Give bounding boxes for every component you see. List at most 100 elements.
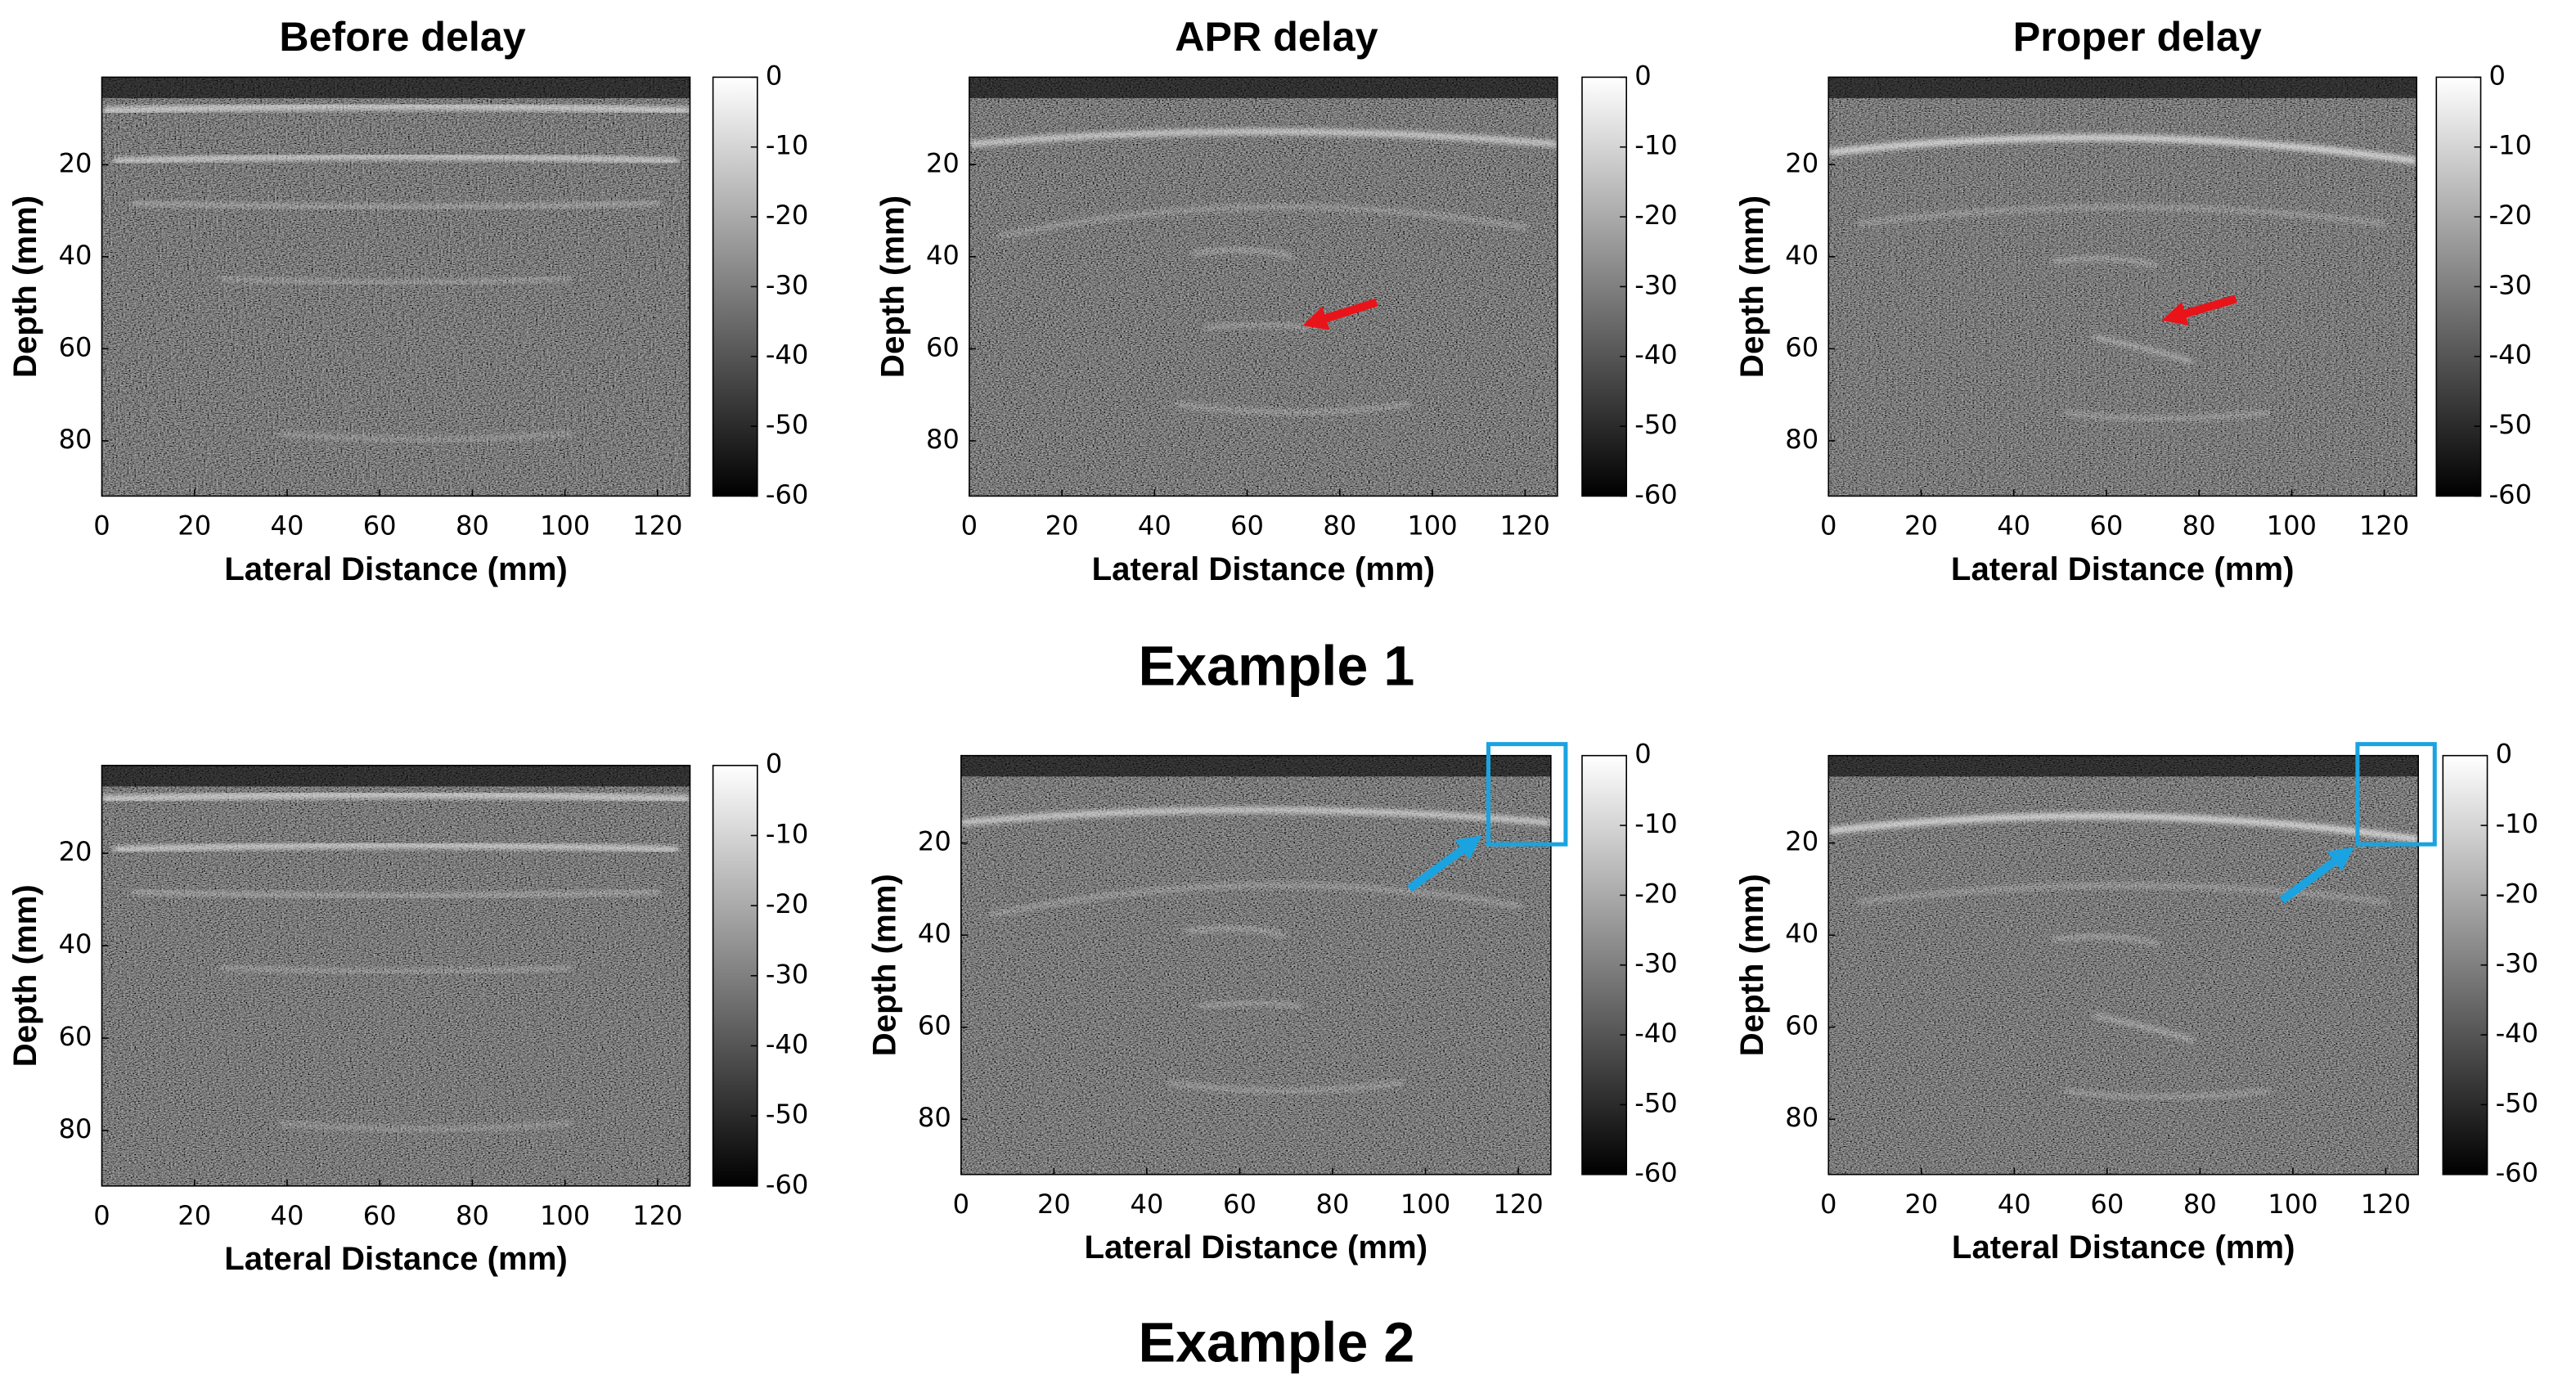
row-title: Example 2 <box>1139 1312 1415 1374</box>
colorbar-tick-label: -50 <box>2496 1087 2538 1118</box>
tissue-echo <box>990 883 1522 917</box>
panel: 0 20 40 60 80 100 120 20 40 60 80 Lateral Distance … <box>1733 60 2532 587</box>
colorbar-tick-label: -50 <box>1634 1087 1677 1118</box>
colorbar-tick-label: -20 <box>766 888 808 919</box>
x-tick-label: 80 <box>456 1200 489 1231</box>
colorbar-tick-label: -50 <box>1634 409 1677 440</box>
tissue-echo <box>1196 1000 1304 1009</box>
annotations <box>1302 294 2437 904</box>
x-tick-label: 60 <box>363 1200 397 1231</box>
x-tick-label: 80 <box>1323 510 1356 542</box>
column-title: Before delay <box>279 14 525 60</box>
x-tick-label: 120 <box>1500 510 1550 542</box>
tissue-echo <box>2064 1089 2272 1099</box>
x-tick-label: 0 <box>1820 1189 1836 1220</box>
colorbar-tick-label: 0 <box>1634 739 1651 770</box>
x-tick-label: 60 <box>1230 510 1264 542</box>
colorbar <box>712 764 758 1187</box>
colorbar-tick-label: -30 <box>2496 948 2538 979</box>
y-tick-label: 60 <box>59 331 92 362</box>
colorbar-tick-label: -40 <box>2496 1018 2538 1049</box>
x-axis-label: Lateral Distance (mm) <box>1092 551 1436 587</box>
x-tick-label: 40 <box>271 510 304 542</box>
ultrasound-image <box>960 755 1551 1175</box>
colorbar-tick-label: -40 <box>2489 339 2532 371</box>
x-tick-label: 40 <box>1998 1189 2031 1220</box>
x-tick-label: 60 <box>363 510 397 542</box>
column-title: Proper delay <box>2013 14 2262 60</box>
y-tick-label: 60 <box>1785 331 1818 362</box>
arrow <box>2279 847 2354 904</box>
ultrasound-image <box>1828 77 2417 497</box>
y-tick-label: 20 <box>59 836 92 867</box>
y-axis-label: Depth (mm) <box>874 196 911 378</box>
colorbar-tick-label: -10 <box>766 818 808 849</box>
x-tick-label: 100 <box>2267 510 2317 542</box>
tissue-echo <box>1175 402 1411 415</box>
tissue-echo <box>1857 205 2388 226</box>
y-tick-label: 80 <box>1785 1102 1818 1133</box>
colorbar-tick-label: -30 <box>2489 269 2532 300</box>
colorbar-tick-label: -10 <box>1634 808 1677 839</box>
colorbar-tick-label: -30 <box>1634 948 1677 979</box>
image-frame <box>101 76 691 497</box>
x-tick-label: 40 <box>1130 1189 1163 1220</box>
colorbar-tick-label: 0 <box>2496 739 2512 770</box>
x-tick-label: 100 <box>1407 510 1457 542</box>
x-tick-label: 80 <box>2183 1189 2217 1220</box>
tissue-echo <box>219 276 573 285</box>
arrow <box>2161 294 2237 326</box>
highlight-box <box>2355 742 2437 847</box>
x-tick-label: 0 <box>93 1200 110 1231</box>
image-frame <box>969 76 1558 497</box>
tissue-echo <box>1192 248 1293 259</box>
x-tick-label: 0 <box>953 1189 969 1220</box>
near-field <box>969 77 1558 98</box>
image-frame <box>101 764 691 1187</box>
panels: 0 20 40 60 80 100 120 20 40 60 80 Lateral Distance … <box>7 60 2538 1277</box>
colorbar-tick-label: -20 <box>1634 878 1677 909</box>
x-axis-label: Lateral Distance (mm) <box>1952 1229 2295 1265</box>
tissue-echo <box>219 965 573 973</box>
ultrasound-image <box>1828 755 2419 1175</box>
colorbar-tick-label: -40 <box>766 339 808 371</box>
tissue-echo <box>113 843 679 852</box>
tissue-echo <box>1167 1081 1404 1093</box>
y-tick-label: 80 <box>1785 424 1818 455</box>
tissue-echo <box>131 889 661 898</box>
colorbar-tick-label: -50 <box>766 1099 808 1130</box>
tissue-echo <box>1828 134 2417 164</box>
tissue-echo <box>998 205 1529 238</box>
tissue-echo <box>960 807 1551 825</box>
near-field <box>960 755 1551 777</box>
x-tick-label: 20 <box>178 1200 211 1231</box>
x-tick-label: 40 <box>271 1200 304 1231</box>
y-tick-label: 60 <box>926 331 960 362</box>
y-tick-label: 80 <box>59 424 92 455</box>
y-tick-label: 60 <box>1785 1010 1818 1041</box>
x-tick-label: 80 <box>1316 1189 1350 1220</box>
colorbar-tick-label: -60 <box>2489 479 2532 510</box>
colorbar-tick-label: -30 <box>766 959 808 990</box>
tissue-echo <box>1858 883 2389 904</box>
colorbar <box>2435 76 2482 497</box>
x-tick-label: 100 <box>2268 1189 2318 1220</box>
x-axis-label: Lateral Distance (mm) <box>1951 551 2295 587</box>
x-tick-label: 120 <box>632 510 682 542</box>
x-tick-label: 40 <box>1997 510 2030 542</box>
x-tick-label: 120 <box>632 1200 682 1231</box>
x-axis-label: Lateral Distance (mm) <box>224 551 568 587</box>
image-frame <box>960 754 1552 1175</box>
ultrasound-image <box>101 765 690 1186</box>
x-tick-label: 60 <box>1223 1189 1257 1220</box>
colorbar-tick-label: -10 <box>766 130 808 161</box>
x-tick-label: 120 <box>2361 1189 2411 1220</box>
colorbar <box>1581 754 1628 1175</box>
image-frame <box>1827 754 2420 1175</box>
x-axis-label: Lateral Distance (mm) <box>224 1240 568 1277</box>
x-tick-label: 20 <box>1037 1189 1071 1220</box>
colorbar <box>712 76 758 497</box>
colorbar-tick-label: -20 <box>2496 878 2538 909</box>
x-axis-label: Lateral Distance (mm) <box>1085 1229 1428 1265</box>
